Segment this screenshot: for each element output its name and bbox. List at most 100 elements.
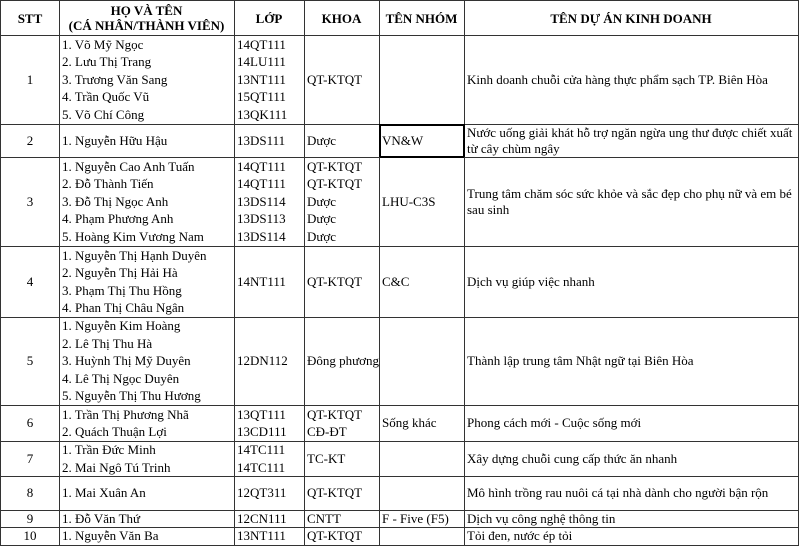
data-cell: 13QT111 13CD111 [234,405,305,442]
cell-text: 3 [26,193,34,209]
cell-text: 1. Nguyễn Thị Hạnh Duyên [62,247,207,263]
cell-text: 2 [26,132,34,148]
cell-text: HỌ VÀ TÊN [110,3,183,18]
row-number: 10 [0,527,60,546]
data-cell: 1. Võ Mỹ Ngọc 2. Lưu Thị Trang 3. Trương V… [59,35,235,125]
row-number: 7 [0,441,60,477]
data-cell: QT-KTQT [304,527,380,546]
cell-text: Dịch vụ giúp việc nhanh [467,273,595,289]
cell-text: 3. Đỗ Thị Ngọc Anh [62,193,169,209]
cell-text: 14LU111 [237,54,286,70]
cell-text: QT-KTQT [307,485,363,501]
cell-text: 3. Huỳnh Thị Mỹ Duyên [62,353,191,369]
cell-text: Tỏi đen, nước ép tỏi [467,528,573,543]
cell-text: 14QT111 [237,36,286,52]
row-number: 4 [0,246,60,318]
data-cell: 14QT111 14QT111 13DS114 13DS113 13DS114 [234,157,305,247]
cell-text: 5. Võ Chí Công [62,106,145,122]
row-number: 1 [0,35,60,125]
cell-text: 5 [26,353,34,369]
cell-text: 1. Đỗ Văn Thứ [62,510,141,526]
cell-text: Dược [307,228,337,244]
cell-text: 14NT111 [237,273,286,289]
cell-text: Phong cách mới - Cuộc sống mới [467,415,642,430]
data-cell: QT-KTQT [304,246,380,318]
cell-text: 13NT111 [237,528,286,544]
data-cell: Trung tâm chăm sóc sức khỏe và sắc đẹp c… [464,157,799,247]
cell-text: 13QK111 [237,106,288,122]
data-cell: 12DN112 [234,317,305,406]
cell-text: 13DS113 [237,211,286,227]
cell-text: Xây dựng chuỗi cung cấp thức ăn nhanh [467,450,678,466]
cell-text: KHOA [321,10,362,26]
data-cell: 14TC111 14TC111 [234,441,305,477]
data-cell: Mô hình trồng rau nuôi cá tại nhà dành c… [464,476,799,511]
cell-text: 14QT111 [237,158,286,174]
cell-text: 13QT111 [237,406,286,422]
cell-text: 5. Nguyễn Thị Thu Hương [62,388,201,404]
cell-text: C&C [382,273,410,289]
cell-text: 1. Trần Thị Phương Nhã [62,406,189,422]
data-cell [379,476,465,511]
cell-text: CNTT [307,510,341,526]
cell-text: QT-KTQT [307,273,363,289]
cell-text: QT-KTQT [307,406,363,422]
header-cell: KHOA [304,0,380,36]
data-cell: Tỏi đen, nước ép tỏi [464,527,799,546]
data-cell: 1. Nguyễn Hữu Hậu [59,124,235,158]
cell-text: LỚP [255,10,283,26]
data-cell: 1. Trần Thị Phương Nhã 2. Quách Thuận Lợi [59,405,235,442]
cell-text: 1. Nguyễn Văn Ba [62,528,159,544]
data-cell: Kinh doanh chuỗi cửa hàng thực phẩm sạch… [464,35,799,125]
cell-text: 7 [26,450,34,466]
cell-text: 13DS111 [237,132,286,148]
cell-text: 13DS114 [237,228,286,244]
cell-text: Kinh doanh chuỗi cửa hàng thực phẩm sạch… [467,71,768,87]
cell-text: 1. Mai Xuân An [62,485,146,501]
cell-text: CĐ-ĐT [307,424,347,439]
cell-text: 9 [26,510,34,526]
data-cell: TC-KT [304,441,380,477]
cell-text: 4. Phạm Phương Anh [62,211,174,227]
data-cell: C&C [379,246,465,318]
cell-text: 4. Lê Thị Ngọc Duyên [62,370,180,386]
cell-text: 1. Nguyễn Cao Anh Tuấn [62,158,195,174]
data-cell: QT-KTQT QT-KTQT Dược Dược Dược [304,157,380,247]
cell-text: Dược [307,211,337,227]
cell-text: QT-KTQT [307,176,363,192]
data-cell: 1. Đỗ Văn Thứ [59,510,235,528]
cell-text: Đông phương [307,353,380,369]
header-cell: LỚP [234,0,305,36]
cell-text: Dược [307,193,337,209]
cell-text: 1. Nguyễn Kim Hoàng [62,318,181,334]
cell-text: 2. Nguyễn Thị Hải Hà [62,265,178,280]
cell-text: VN&W [382,132,424,148]
data-cell: QT-KTQT CĐ-ĐT [304,405,380,442]
row-number: 3 [0,157,60,247]
cell-text: 1 [26,71,34,87]
data-cell: Dược [304,124,380,158]
row-number: 6 [0,405,60,442]
data-cell: 13DS111 [234,124,305,158]
cell-text: 2. Lê Thị Thu Hà [62,335,153,351]
cell-text: STT [17,10,43,26]
cell-text: LHU-C3S [382,193,436,209]
cell-text: 2. Đỗ Thành Tiến [62,176,154,192]
cell-text: Dịch vụ công nghệ thông tin [467,510,616,526]
header-cell: STT [0,0,60,36]
data-cell [379,527,465,546]
cell-text: F - Five (F5) [382,510,449,526]
data-cell: F - Five (F5) [379,510,465,528]
data-cell: Dịch vụ công nghệ thông tin [464,510,799,528]
cell-text: 4. Phan Thị Châu Ngân [62,300,185,315]
cell-text: 5. Hoàng Kim Vương Nam [62,228,204,244]
cell-text: Sống khác [382,415,437,431]
cell-text: QT-KTQT [307,71,363,87]
cell-text: Dược [307,132,337,148]
data-cell: Thành lập trung tâm Nhật ngữ tại Biên Hò… [464,317,799,406]
cell-text: 1. Nguyễn Hữu Hậu [62,132,168,148]
data-cell: Xây dựng chuỗi cung cấp thức ăn nhanh [464,441,799,477]
cell-text: 14QT111 [237,176,286,192]
data-cell: Nước uống giải khát hỗ trợ ngăn ngừa ung… [464,124,799,158]
cell-text: 14TC111 [237,442,286,457]
